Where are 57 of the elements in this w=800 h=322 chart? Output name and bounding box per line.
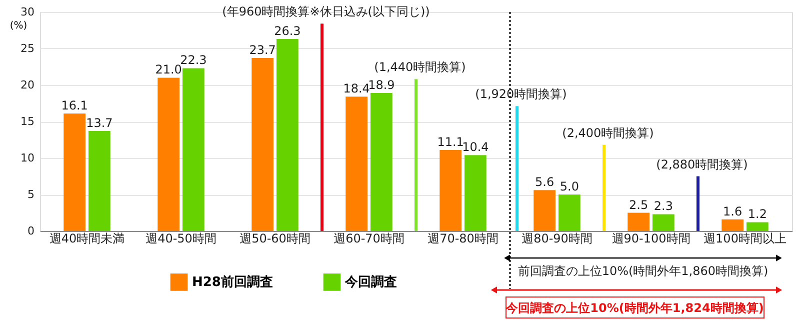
bar — [534, 190, 556, 231]
bar — [440, 150, 462, 231]
bar — [158, 78, 180, 231]
bar — [276, 39, 298, 231]
data-label: 18.4 — [343, 82, 370, 96]
bar — [558, 194, 580, 231]
y-tick-label: 25 — [20, 42, 34, 55]
legend-label: 今回調査 — [344, 274, 397, 290]
ref-line-label: (1,440時間換算) — [374, 60, 466, 74]
y-axis-title: (%) — [10, 20, 28, 32]
x-tick-label: 週60-70時間 — [334, 232, 404, 246]
x-tick-label: 週90-100時間 — [612, 232, 690, 246]
data-label: 23.7 — [249, 42, 276, 57]
text: 前回調査の上位10%(時間外年1,860時間換算) — [518, 264, 768, 278]
data-label: 18.9 — [368, 78, 395, 92]
x-tick-label: 週100時間以上 — [704, 232, 786, 246]
legend-label: H28前回調査 — [192, 274, 273, 290]
x-tick-label: 週50-60時間 — [240, 232, 310, 246]
bar — [628, 212, 650, 231]
ref-line-label: (2,400時間換算) — [562, 126, 654, 140]
data-label: 11.1 — [437, 134, 464, 149]
data-label: 10.4 — [462, 140, 489, 154]
y-tick-label: 15 — [20, 115, 34, 128]
x-tick-label: 週40時間未満 — [49, 232, 125, 246]
x-tick-label: 週40-50時間 — [146, 232, 216, 246]
y-tick-label: 5 — [28, 188, 34, 201]
data-label: 1.6 — [723, 204, 742, 218]
data-label: 2.5 — [629, 198, 648, 212]
bar — [88, 130, 110, 231]
ref-line-label: (2,880時間換算) — [656, 157, 748, 172]
bar — [652, 214, 674, 231]
bar — [252, 58, 274, 231]
bar — [182, 68, 204, 231]
data-label: 16.1 — [61, 98, 88, 112]
data-label: 26.3 — [274, 24, 301, 38]
data-label: 21.0 — [155, 62, 182, 77]
bar — [464, 155, 486, 231]
data-label: 5.0 — [560, 180, 579, 194]
y-tick-label: 10 — [20, 152, 34, 164]
text: 今回調査の上位10%(時間外年1,824時間換算) — [505, 301, 764, 315]
bar — [64, 113, 86, 231]
bar — [346, 96, 368, 231]
x-tick-label: 週70-80時間 — [428, 232, 498, 246]
data-label: 22.3 — [180, 53, 207, 68]
x-tick-label: 週80-90時間 — [522, 232, 592, 246]
y-tick-label: 20 — [20, 78, 34, 92]
y-tick-label: 30 — [20, 6, 34, 18]
data-label: 13.7 — [86, 116, 113, 130]
y-tick-label: 0 — [28, 224, 34, 238]
data-label: 5.6 — [535, 175, 554, 190]
data-label: 2.3 — [654, 199, 673, 214]
ref-line-label: (1,920時間換算) — [475, 87, 567, 102]
ref-line-label: (年960時間換算※休日込み(以下同じ)) — [222, 4, 430, 19]
bar — [370, 93, 392, 231]
bar — [722, 219, 744, 231]
bar — [746, 222, 768, 231]
data-label: 1.2 — [748, 207, 767, 222]
